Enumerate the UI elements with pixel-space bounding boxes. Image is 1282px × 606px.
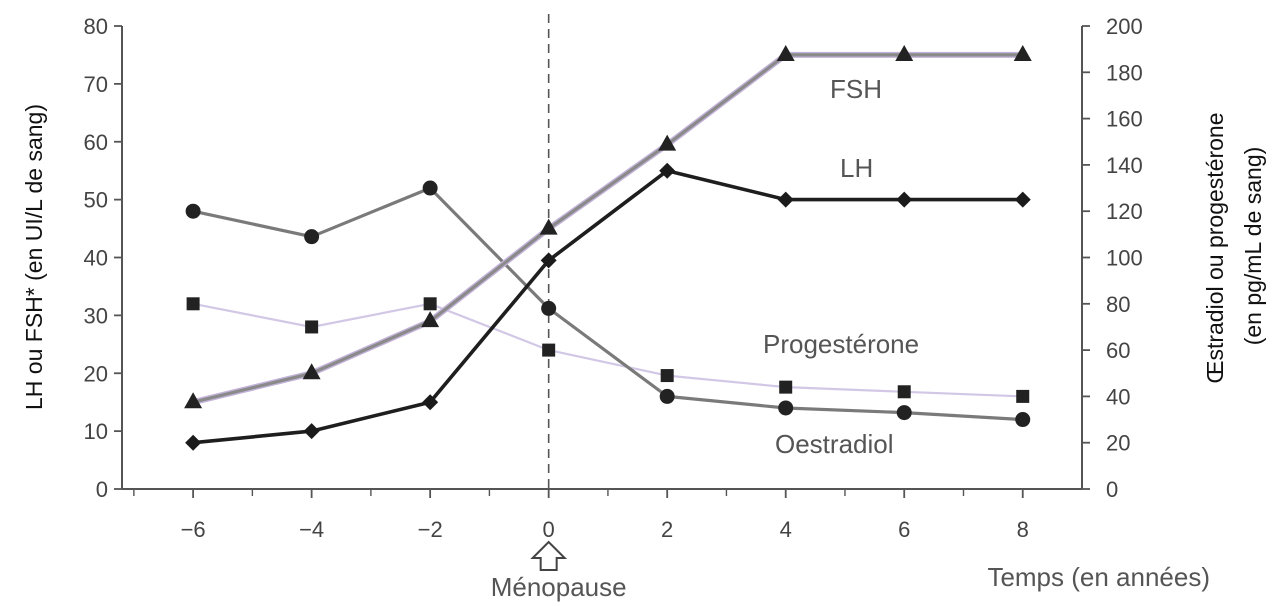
data-point-square <box>186 297 200 311</box>
y-right-tick-label: 180 <box>1106 60 1143 85</box>
data-point-square <box>779 380 793 394</box>
y-right-tick-label: 200 <box>1106 14 1143 39</box>
y-left-tick-label: 0 <box>96 477 108 502</box>
x-tick-label: 8 <box>1017 517 1029 542</box>
y-right-tick-label: 120 <box>1106 199 1143 224</box>
data-point-circle <box>1015 412 1031 428</box>
y-left-tick-label: 80 <box>84 14 108 39</box>
data-point-triangle <box>658 134 677 151</box>
series-layer <box>184 44 1032 451</box>
x-tick-label: 2 <box>661 517 673 542</box>
series-lh <box>185 162 1031 451</box>
series-label-lh: LH <box>840 153 873 183</box>
y-left-tick-label: 70 <box>84 72 108 97</box>
data-point-triangle <box>421 311 440 328</box>
y-right-tick-label: 60 <box>1106 338 1130 363</box>
y-right-tick-label: 140 <box>1106 153 1143 178</box>
data-point-circle <box>541 300 557 316</box>
series-label-oestradiol: Oestradiol <box>775 429 894 459</box>
menopause-label: Ménopause <box>491 572 627 602</box>
data-point-square <box>542 343 556 357</box>
data-point-diamond <box>896 191 913 208</box>
y-right-tick-label: 20 <box>1106 431 1130 456</box>
y-right-tick-label: 80 <box>1106 292 1130 317</box>
y-left-tick-label: 10 <box>84 419 108 444</box>
up-arrow-icon <box>530 540 568 571</box>
data-point-circle <box>778 400 794 416</box>
data-point-triangle <box>1013 44 1032 61</box>
x-tick-label: −6 <box>181 517 206 542</box>
data-point-square <box>423 297 437 311</box>
data-point-circle <box>896 405 912 421</box>
y-left-tick-label: 40 <box>84 246 108 271</box>
x-tick-label: 4 <box>780 517 792 542</box>
data-point-diamond <box>303 423 320 440</box>
x-tick-label: 0 <box>543 517 555 542</box>
data-point-circle <box>422 180 438 196</box>
series-line <box>192 186 1023 422</box>
y-right-tick-label: 0 <box>1106 477 1118 502</box>
series-label-progestérone: Progestérone <box>763 329 919 359</box>
x-axis-title: Temps (en années) <box>987 562 1210 592</box>
y-axis-right-title-line2: (en pg/mL de sang) <box>1240 147 1266 346</box>
data-point-diamond <box>185 434 202 451</box>
menopause-marker: Ménopause <box>491 14 627 602</box>
data-point-triangle <box>184 392 203 409</box>
data-point-square <box>1016 389 1030 403</box>
x-tick-label: 6 <box>898 517 910 542</box>
data-point-circle <box>659 388 675 404</box>
series-oestradiol <box>185 180 1031 428</box>
y-axis-right-title-line1: Œstradiol ou progestérone <box>1202 112 1228 383</box>
series-progestérone <box>186 297 1030 403</box>
data-point-triangle <box>895 44 914 61</box>
series-line <box>192 53 1023 404</box>
data-point-triangle <box>539 218 558 235</box>
y-right-tick-label: 100 <box>1106 246 1143 271</box>
y-left-tick-label: 30 <box>84 303 108 328</box>
x-tick-label: −4 <box>299 517 324 542</box>
data-point-triangle <box>302 363 321 380</box>
data-point-square <box>897 385 911 399</box>
series-line <box>192 168 1023 445</box>
data-point-circle <box>185 203 201 219</box>
data-point-diamond <box>1014 191 1031 208</box>
y-right-tick-label: 40 <box>1106 384 1130 409</box>
data-point-diamond <box>777 191 794 208</box>
labels-layer: LH ou FSH* (en UI/L de sang) Œstradiol o… <box>21 74 1266 592</box>
series-line <box>192 302 1023 398</box>
x-tick-label: −2 <box>418 517 443 542</box>
y-left-tick-label: 50 <box>84 188 108 213</box>
y-left-tick-label: 20 <box>84 361 108 386</box>
data-point-diamond <box>540 252 557 269</box>
y-left-tick-label: 60 <box>84 130 108 155</box>
data-point-circle <box>304 229 320 245</box>
y-right-tick-label: 160 <box>1106 107 1143 132</box>
data-point-square <box>660 369 674 383</box>
data-point-square <box>305 320 319 334</box>
y-axis-left-title: LH ou FSH* (en UI/L de sang) <box>21 104 47 410</box>
series-label-fsh: FSH <box>830 74 882 104</box>
axes: 0102030405060708002040608010012014016018… <box>84 14 1143 542</box>
data-point-triangle <box>776 44 795 61</box>
series-fsh <box>184 44 1032 409</box>
data-point-diamond <box>422 394 439 411</box>
data-point-diamond <box>659 162 676 179</box>
